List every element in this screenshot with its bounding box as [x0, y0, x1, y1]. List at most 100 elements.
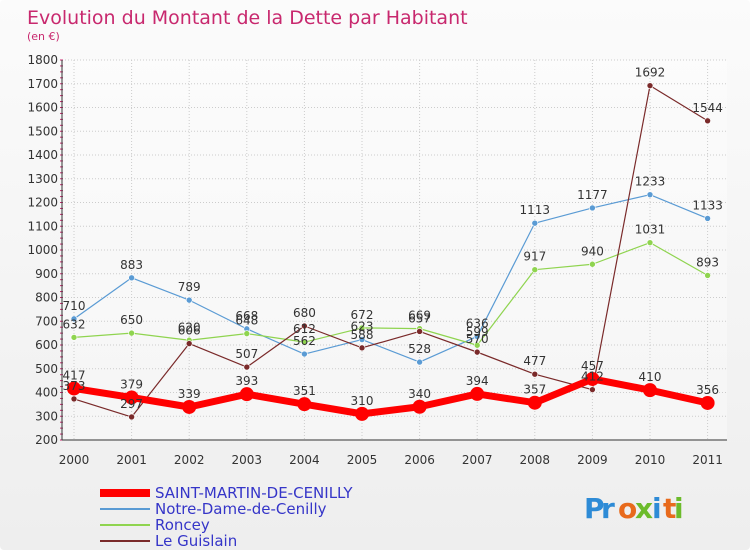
- data-label: 606: [178, 324, 201, 338]
- data-label: 672: [351, 308, 374, 322]
- data-label: 1233: [635, 175, 666, 189]
- legend-label: Notre-Dame-de-Cenilly: [155, 500, 327, 518]
- data-point: [185, 296, 193, 304]
- data-label: 410: [639, 370, 662, 384]
- x-tick-label: 2009: [577, 453, 608, 467]
- y-tick-label: 1200: [27, 196, 58, 210]
- data-point: [243, 330, 251, 337]
- brand-letter: i: [674, 492, 684, 525]
- data-point: [297, 397, 312, 412]
- data-point: [589, 260, 596, 268]
- legend-label: Roncey: [155, 516, 210, 534]
- data-label: 636: [466, 316, 489, 330]
- data-point: [412, 399, 427, 414]
- data-point: [473, 341, 481, 349]
- data-point: [531, 370, 539, 378]
- plot-area: [62, 60, 727, 440]
- x-tick-label: 2002: [174, 453, 205, 467]
- x-tick-label: 2000: [59, 453, 90, 467]
- data-point: [128, 329, 135, 337]
- brand-letter: r: [601, 492, 615, 525]
- data-point: [243, 363, 251, 371]
- data-point: [128, 274, 135, 282]
- data-point: [239, 387, 254, 402]
- data-label: 570: [466, 332, 489, 346]
- x-tick-label: 2010: [635, 453, 666, 467]
- data-point: [704, 215, 711, 222]
- brand-letter: o: [618, 492, 637, 525]
- y-tick-label: 400: [35, 386, 58, 400]
- data-point: [70, 395, 78, 403]
- series-line-2: [73, 242, 708, 346]
- data-label: 357: [523, 383, 546, 397]
- data-point: [473, 348, 481, 356]
- y-tick-label: 600: [35, 338, 58, 352]
- brand-letter: x: [635, 492, 653, 525]
- data-point: [531, 219, 539, 227]
- data-label: 599: [466, 325, 489, 339]
- data-label: 893: [696, 255, 719, 269]
- data-label: 351: [293, 384, 316, 398]
- y-tick-label: 1300: [27, 172, 58, 186]
- data-label: 710: [63, 299, 86, 313]
- x-tick-label: 2003: [232, 453, 263, 467]
- data-label: 1113: [520, 203, 551, 217]
- x-tick-label: 2007: [462, 453, 493, 467]
- x-tick-label: 2001: [116, 453, 147, 467]
- data-point: [355, 406, 369, 421]
- data-label: 588: [351, 328, 374, 342]
- legend: SAINT-MARTIN-DE-CENILLYNotre-Dame-de-Cen…: [100, 484, 353, 550]
- data-label: 789: [178, 280, 201, 294]
- data-label: 457: [581, 359, 604, 373]
- data-point: [700, 395, 715, 410]
- data-label: 394: [466, 374, 489, 388]
- data-label: 1177: [577, 188, 608, 202]
- data-point: [589, 204, 596, 212]
- y-tick-label: 1500: [27, 124, 58, 138]
- data-label: 1692: [635, 66, 666, 80]
- legend-label: Le Guislain: [155, 532, 237, 550]
- y-tick-label: 700: [35, 314, 58, 328]
- data-point: [301, 338, 308, 346]
- proxiti-logo: Pr oxi ti: [584, 492, 684, 525]
- y-tick-label: 900: [35, 267, 58, 281]
- y-tick-label: 1700: [27, 77, 58, 91]
- grid: [62, 59, 727, 441]
- data-label: 412: [581, 370, 604, 384]
- data-label: 507: [235, 347, 258, 361]
- data-point: [416, 328, 423, 335]
- chart-subtitle: (en €): [27, 30, 60, 43]
- y-tick-label: 1400: [27, 148, 58, 162]
- data-point: [70, 315, 78, 323]
- data-label: 379: [120, 377, 143, 391]
- x-tick-label: 2006: [404, 453, 435, 467]
- axes: 200 300 400 500 600 700 800 900 1000 1100 1200 1300…: [27, 53, 727, 467]
- y-tick-label: 1000: [27, 243, 58, 257]
- data-label: 528: [408, 342, 431, 356]
- data-label: 1031: [635, 223, 666, 237]
- data-label: 417: [63, 368, 86, 382]
- data-point: [301, 322, 308, 330]
- data-label: 648: [235, 314, 258, 328]
- data-point: [128, 413, 135, 421]
- data-label: 650: [120, 313, 143, 327]
- data-label: 883: [120, 258, 143, 272]
- data-point: [70, 334, 78, 341]
- data-label: 339: [178, 387, 201, 401]
- data-label: 1544: [692, 101, 723, 115]
- data-point: [589, 386, 596, 393]
- brand-letter: i: [652, 492, 662, 525]
- x-tick-label: 2005: [347, 453, 378, 467]
- data-labels: 417 379 339 393 351 310 340 394 357 457 410 356 710 8…: [63, 66, 723, 411]
- data-point: [124, 390, 139, 405]
- data-label: 373: [63, 379, 86, 393]
- data-label: 393: [235, 374, 258, 388]
- y-tick-label: 1800: [27, 53, 58, 67]
- y-tick-label: 1100: [27, 219, 58, 233]
- y-tick-label: 300: [35, 409, 58, 423]
- data-label: 620: [178, 320, 201, 334]
- y-tick-label: 500: [35, 362, 58, 376]
- data-point: [358, 344, 366, 352]
- data-label: 917: [523, 250, 546, 264]
